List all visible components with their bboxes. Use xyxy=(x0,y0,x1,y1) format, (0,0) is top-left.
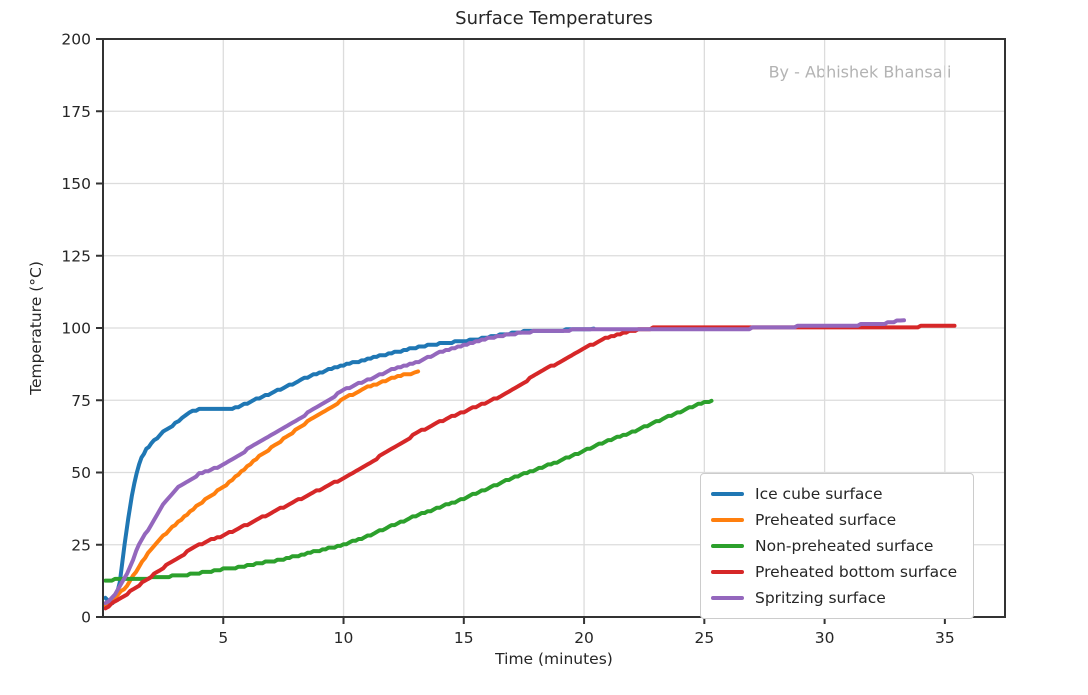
series-line-preheated-surface xyxy=(103,369,421,607)
legend-swatch-1 xyxy=(711,518,744,522)
x-tick-label: 25 xyxy=(694,629,714,647)
legend-label: Preheated surface xyxy=(755,511,897,529)
y-axis-label: Temperature (°C) xyxy=(27,261,45,395)
y-tick-label: 100 xyxy=(61,320,91,338)
legend-label: Preheated bottom surface xyxy=(755,563,958,581)
legend-item: Non-preheated surface xyxy=(711,533,957,559)
legend-swatch-2 xyxy=(711,544,744,548)
x-tick-label: 5 xyxy=(218,629,228,647)
legend-item: Preheated surface xyxy=(711,507,957,533)
x-tick-label: 20 xyxy=(574,629,594,647)
legend-swatch-4 xyxy=(711,596,744,600)
legend-label: Ice cube surface xyxy=(755,485,883,503)
series-line-non-preheated-surface xyxy=(103,398,714,583)
x-tick-label: 30 xyxy=(815,629,835,647)
y-tick-label: 175 xyxy=(61,103,91,121)
legend-label: Non-preheated surface xyxy=(755,537,934,555)
y-tick-label: 200 xyxy=(61,31,91,49)
y-tick-label: 125 xyxy=(61,247,91,265)
chart-title: Surface Temperatures xyxy=(455,8,653,29)
legend-swatch-3 xyxy=(711,570,744,574)
legend-item: Preheated bottom surface xyxy=(711,559,957,585)
legend-label: Spritzing surface xyxy=(755,589,886,607)
legend-swatch-0 xyxy=(711,492,744,496)
y-tick-label: 150 xyxy=(61,175,91,193)
series-line-spritzing-surface xyxy=(103,318,906,606)
legend-item: Ice cube surface xyxy=(711,481,957,507)
legend-item: Spritzing surface xyxy=(711,585,957,611)
y-tick-label: 50 xyxy=(71,464,91,482)
y-tick-label: 25 xyxy=(71,536,91,554)
series-line-ice-cube-surface xyxy=(103,326,596,606)
x-tick-label: 35 xyxy=(935,629,955,647)
x-axis-label: Time (minutes) xyxy=(495,650,613,668)
legend: Ice cube surface Preheated surface Non-p… xyxy=(700,473,975,619)
x-tick-label: 15 xyxy=(454,629,474,647)
watermark-text: By - Abhishek Bhansali xyxy=(768,62,952,82)
y-tick-label: 75 xyxy=(71,392,91,410)
y-tick-label: 0 xyxy=(81,609,91,627)
x-tick-label: 10 xyxy=(334,629,354,647)
